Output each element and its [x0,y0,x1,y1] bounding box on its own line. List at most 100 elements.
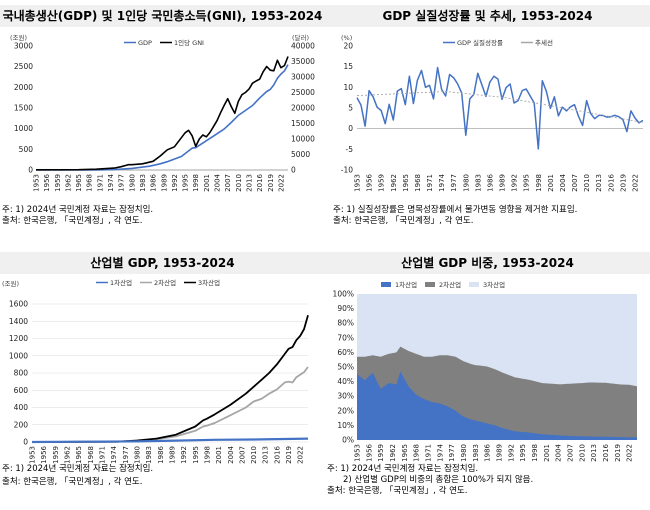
x-tick-label: 2019 [285,446,293,464]
note-line: 주: 1) 2024년 국민계정 자료는 잠정치임. [2,464,154,474]
x-tick-label: 1959 [52,446,60,464]
x-tick-label: 1989 [168,446,176,464]
x-tick-label: 1986 [484,443,492,461]
y-tick-label: 200 [14,420,29,429]
chart-industry-share: 0%10%20%30%40%50%60%70%80%90%100%1953 195… [333,280,637,462]
x-tick-label: 1998 [203,446,211,464]
panel-industry-gdp: 산업별 GDP, 1953-2024 (조원) 0 200 400 600 800 1000… [0,250,325,510]
y-tick-label: 0% [342,436,354,445]
x-tick-label: 2004 [559,173,567,191]
legend-label: 1차산업 [110,278,132,287]
y-tick-label-left: 0 [28,166,33,175]
y-tick-label: 50% [337,363,354,372]
x-tick-label: 1953 [33,174,41,192]
y-tick-label: 15 [343,62,353,71]
x-tick-label: 1989 [160,174,168,192]
x-tick-label: 1971 [98,446,106,464]
x-tick-label: 1956 [365,443,373,461]
panel-gdp-gni: 국내총생산(GDP) 및 1인당 국민총소득(GNI), 1953-2024 (… [0,0,325,245]
legend-label: 추세선 [535,38,553,47]
x-tick-label: 1983 [474,174,482,192]
x-tick-label: 1953 [354,444,362,462]
panel-industry-share: 산업별 GDP 비중, 1953-2024 0% 10% 20% 30% 40% 50% 6… [325,250,650,510]
x-tick-label: 1974 [436,443,444,461]
x-tick-label: 1977 [118,174,126,192]
x-tick-label: 1965 [401,444,409,462]
chart-gdp-gni: (조원) (달러)05001000150020002500300005000100… [10,33,315,192]
y-tick-label: 80% [337,319,354,328]
x-tick-label: 2010 [583,174,591,192]
x-tick-label: 2007 [571,174,579,192]
x-tick-label: 1953 [29,446,37,464]
x-tick-label: 1956 [366,173,374,191]
source-line: 출처: 한국은행, 「국민계정」, 각 연도. [2,216,143,226]
x-tick-label: 2004 [555,443,563,461]
y-tick-label: 10 [343,83,353,92]
x-tick-label: 1980 [460,444,468,462]
series-line-industry-3 [31,314,309,443]
x-tick-label: 1968 [414,174,422,192]
x-tick-label: 2001 [547,174,555,192]
y-tick-label: 60% [337,348,354,357]
legend-label: 3차산업 [198,278,220,287]
x-tick-label: 2016 [607,173,615,191]
x-tick-label: 1986 [486,173,494,191]
note-line: 2) 산업별 GDP의 비중의 총합은 100%가 되지 않음. [343,475,534,485]
y-tick-label-left: 1000 [14,124,33,133]
legend-label: 1인당 GNI [174,38,204,47]
y-tick-label-left: 3000 [14,42,33,51]
y-tick-label: 5 [348,104,353,113]
y-tick-label: 10% [337,421,354,430]
x-tick-label: 1968 [87,446,95,464]
x-tick-label: 1989 [495,444,503,462]
area-industry-1 [357,371,637,440]
x-tick-label: 1983 [139,174,147,192]
x-tick-label: 1980 [462,174,470,192]
x-tick-label: 2001 [203,174,211,192]
y-tick-label-left: 2500 [14,62,33,71]
x-tick-label: 2010 [235,174,243,192]
x-tick-label: 1989 [499,174,507,192]
series-line-trend [356,91,644,123]
source-line: 출처: 한국은행, 「국민계정」, 각 연도. [327,486,468,496]
legend-label: GDP [138,39,152,47]
x-tick-label: 1971 [426,174,434,192]
panel-title: GDP 실질성장률 및 추세, 1953-2024 [325,5,650,27]
y-tick-label: 800 [14,369,29,378]
series-line-growth [356,66,644,150]
x-tick-label: 1962 [390,174,398,192]
x-tick-label: 1998 [535,174,543,192]
x-tick-label: 1983 [145,446,153,464]
x-tick-label: 1977 [450,174,458,192]
y-tick-label: 40% [337,377,354,386]
y-tick-label-left: 2000 [14,83,33,92]
y-unit-left: (조원) [10,33,27,42]
y-tick-label: 1200 [9,334,28,343]
y-tick-label: 1600 [9,300,28,309]
x-tick-label: 1974 [110,445,118,463]
x-tick-label: 1995 [519,444,527,462]
x-tick-label: 1959 [377,444,385,462]
x-tick-label: 1956 [40,445,48,463]
panel-title: 산업별 GDP 비중, 1953-2024 [325,252,650,274]
x-tick-label: 1992 [171,174,179,192]
x-tick-label: 2013 [262,446,270,464]
x-tick-label: 1992 [511,174,519,192]
x-tick-label: 1998 [192,174,200,192]
x-tick-label: 1959 [378,174,386,192]
x-tick-label: 1986 [150,173,158,191]
y-unit-right: (달러) [292,33,309,42]
x-tick-label: 2016 [273,445,281,463]
x-tick-label: 2019 [614,444,622,462]
source-line: 출처: 한국은행, 「국민계정」, 각 연도. [2,477,143,487]
legend-swatch [425,282,435,287]
y-tick-label: 20 [343,42,353,51]
panel-growth: GDP 실질성장률 및 추세, 1953-2024 (%) -10 -5 0 5 10 15… [325,0,650,245]
y-tick-label: 30% [337,392,354,401]
note-line: 주: 1) 실질성장률은 명목성장률에서 물가변동 영향을 제거한 지표임. [333,205,578,215]
x-tick-label: 1983 [472,444,480,462]
x-tick-label: 1974 [107,173,115,191]
source-line: 출처: 한국은행, 「국민계정」, 각 연도. [333,216,474,226]
legend-swatch [469,282,479,287]
